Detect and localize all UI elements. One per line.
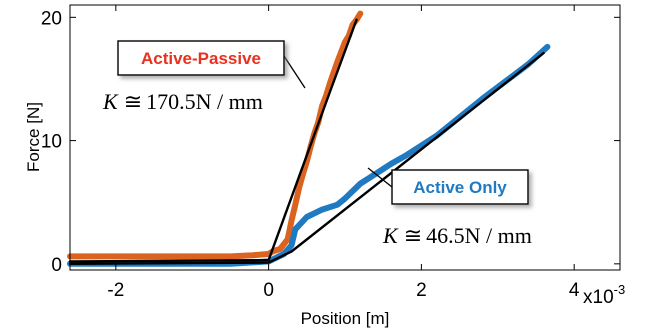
series-line-active-passive-fit: [68, 18, 358, 263]
active-only-eq-lhs: K: [382, 223, 399, 248]
plot-frame: [69, 4, 621, 271]
y-tick-label: 10: [41, 132, 62, 153]
active-only-callout-box: [391, 169, 529, 205]
x-tick-label: 2: [416, 280, 427, 301]
active-passive-eq-lhs: K: [102, 89, 119, 114]
active-passive-eq-rhs: 170.5N / mm: [146, 89, 263, 114]
x-tick-label: 0: [263, 280, 274, 301]
active-only-equation: K ≅ 46.5N / mm: [382, 223, 532, 248]
active-passive-pointer-line: [283, 55, 306, 89]
ticks-layer: -2 0 2 4 0 10 20: [41, 5, 620, 301]
y-tick-label: 0: [51, 255, 62, 276]
x-multiplier: x10-3: [583, 282, 625, 308]
y-tick-label: 20: [41, 8, 62, 29]
active-passive-eq-sym: ≅: [124, 89, 142, 114]
active-only-eq-rhs: 46.5N / mm: [426, 223, 532, 248]
x-tick-label: 4: [569, 280, 580, 301]
active-passive-callout-label: Active-Passive: [141, 49, 261, 68]
active-only-callout-label: Active Only: [413, 178, 507, 197]
active-passive-callout-box: [117, 40, 285, 76]
x-axis-label: Position [m]: [301, 309, 390, 328]
active-passive-equation: K ≅ 170.5N / mm: [102, 89, 263, 114]
x-multiplier-base: x10: [583, 287, 614, 308]
x-multiplier-exponent: -3: [614, 282, 626, 297]
y-axis-label: Force [N]: [24, 102, 43, 172]
active-only-eq-sym: ≅: [404, 223, 422, 248]
x-tick-label: -2: [107, 280, 124, 301]
series-line-active-only-fit: [68, 51, 545, 265]
active-only-pointer-line: [367, 167, 393, 188]
series-layer: [67, 10, 551, 267]
